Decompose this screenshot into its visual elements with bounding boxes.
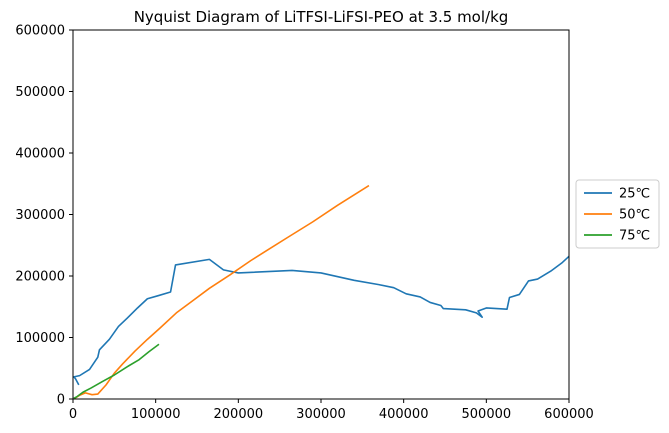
- y-tick-label: 400000: [15, 147, 65, 162]
- series-line-1: [73, 255, 569, 386]
- legend-label: 50℃: [619, 208, 650, 223]
- x-tick-label: 400000: [379, 407, 429, 422]
- legend-label: 25℃: [619, 187, 650, 202]
- x-axis: 0 100000 200000 300000 400000 500000 600000: [69, 399, 594, 422]
- plot-frame: [72, 29, 570, 400]
- x-tick-label: 500000: [462, 407, 512, 422]
- series-line-3: [73, 343, 160, 399]
- y-tick-label: 100000: [15, 331, 65, 346]
- chart-title: Nyquist Diagram of LiTFSI-LiFSI-PEO at 3…: [134, 8, 509, 26]
- y-tick-label: 200000: [15, 270, 65, 285]
- y-axis: 0 100000 200000 300000 400000 500000 600000: [15, 24, 73, 408]
- legend-box: [575, 179, 660, 249]
- x-tick-label: 200000: [214, 407, 264, 422]
- x-tick-label: 300000: [296, 407, 346, 422]
- y-tick-label: 300000: [15, 208, 65, 223]
- legend-label: 75℃: [619, 229, 650, 244]
- series-line-2: [74, 184, 370, 399]
- y-tick-label: 600000: [15, 24, 65, 39]
- x-tick-label: 100000: [131, 407, 181, 422]
- y-tick-label: 0: [57, 393, 65, 408]
- legend: 25℃ 50℃ 75℃: [575, 179, 660, 249]
- series-lines: [73, 184, 569, 399]
- x-tick-label: 0: [69, 407, 77, 422]
- x-tick-label: 600000: [544, 407, 594, 422]
- y-tick-label: 500000: [15, 85, 65, 100]
